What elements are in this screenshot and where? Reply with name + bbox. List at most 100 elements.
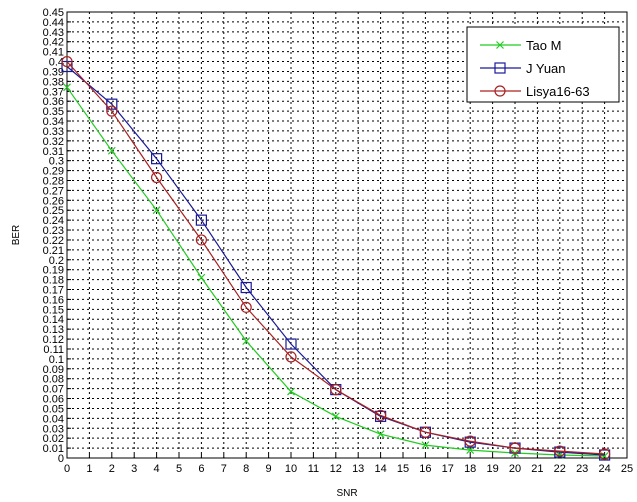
series-group — [61, 55, 611, 461]
x-tick-label: 7 — [221, 463, 227, 475]
y-tick-label: 0.2 — [49, 255, 64, 267]
x-tick-label: 21 — [531, 463, 543, 475]
y-tick-label: 0.44 — [43, 17, 64, 29]
y-tick-label: 0.22 — [43, 235, 64, 247]
y-tick-label: 0.09 — [43, 364, 64, 376]
x-tick-label: 22 — [554, 463, 566, 475]
data-point-marker-2 — [106, 105, 118, 117]
y-tick-label: 0.02 — [43, 433, 64, 445]
plot-frame — [66, 11, 628, 459]
data-point-marker-0 — [107, 146, 116, 155]
data-point-marker-0 — [197, 273, 206, 282]
data-point-marker-1 — [195, 214, 207, 226]
y-tick-label: 0.19 — [43, 265, 64, 277]
y-tick-label: 0.01 — [43, 443, 64, 455]
y-tick-label: 0.34 — [43, 116, 64, 128]
legend-label-0: Tao M — [526, 38, 561, 53]
data-point-marker-2 — [61, 55, 73, 68]
y-tick-label: 0.24 — [43, 215, 64, 227]
x-tick-label: 10 — [285, 463, 297, 475]
data-point-marker-2 — [195, 234, 207, 246]
y-tick-label: 0.14 — [43, 314, 64, 326]
x-tick-label: 5 — [176, 463, 182, 475]
x-tick-label: 8 — [243, 463, 249, 475]
data-point-marker-2 — [554, 445, 566, 457]
x-tick-label: 9 — [266, 463, 272, 475]
y-tick-label: 0.23 — [43, 225, 64, 237]
x-tick-label: 6 — [198, 463, 204, 475]
data-point-marker-0 — [331, 412, 340, 421]
y-axis-ticks: 00.010.020.030.040.050.060.070.080.090.1… — [43, 7, 71, 465]
x-tick-label: 2 — [109, 463, 115, 475]
y-tick-label: 0.25 — [43, 205, 64, 217]
y-tick-label: 0.3 — [49, 156, 64, 168]
y-tick-label: 0.18 — [43, 275, 64, 287]
y-tick-label: 0.05 — [43, 403, 64, 415]
data-point-marker-0 — [242, 337, 251, 345]
data-point-marker-2 — [598, 448, 611, 460]
x-axis-ticks: 0 1 2 3 4 5 6 7 8 9 10 11 12 13 14 15 16 17 18 19 20 21 22 23 24… — [64, 454, 633, 475]
legend-marker-0 — [496, 41, 504, 49]
y-tick-label: 0.03 — [43, 423, 64, 435]
y-tick-label: 0 — [58, 453, 64, 465]
y-tick-label: 0.35 — [43, 106, 64, 118]
data-point-marker-0 — [152, 206, 161, 215]
legend-label-1: J Yuan — [526, 61, 566, 76]
x-tick-label: 16 — [419, 463, 431, 475]
x-tick-label: 4 — [154, 463, 160, 475]
x-tick-label: 3 — [131, 463, 137, 475]
x-tick-label: 14 — [374, 463, 386, 475]
legend-box — [466, 26, 620, 103]
y-tick-label: 0.41 — [43, 47, 64, 59]
y-tick-label: 0.42 — [43, 37, 64, 49]
y-tick-label: 0.36 — [43, 96, 64, 108]
y-tick-label: 0.38 — [43, 76, 64, 88]
data-point-marker-2 — [285, 351, 297, 363]
y-tick-label: 0.1 — [49, 354, 64, 366]
data-point-marker-1 — [240, 281, 252, 294]
y-tick-label: 0.32 — [43, 136, 64, 148]
data-point-marker-2 — [419, 426, 431, 438]
y-tick-label: 0.4 — [49, 57, 64, 69]
x-tick-label: 18 — [464, 463, 476, 475]
x-tick-label: 24 — [598, 463, 610, 475]
x-tick-label: 1 — [86, 463, 92, 475]
x-tick-label: 13 — [352, 463, 364, 475]
legend-label-2: Lisya16-63 — [526, 84, 590, 99]
y-tick-label: 0.37 — [43, 86, 64, 98]
data-point-marker-2 — [464, 435, 476, 447]
y-tick-label: 0.07 — [43, 384, 64, 396]
data-point-marker-1 — [285, 338, 297, 350]
data-point-marker-0 — [287, 387, 295, 396]
data-point-marker-0 — [63, 83, 71, 92]
y-tick-label: 0.21 — [43, 245, 64, 257]
y-tick-label: 0.11 — [43, 344, 64, 356]
y-tick-label: 0.08 — [43, 374, 64, 386]
x-tick-label: 19 — [486, 463, 498, 475]
y-axis-label: BER — [11, 225, 22, 246]
y-tick-label: 0.16 — [43, 294, 64, 306]
y-tick-label: 0.26 — [43, 195, 64, 207]
x-tick-label: 0 — [64, 463, 70, 475]
data-point-marker-0 — [376, 430, 385, 439]
data-point-marker-2 — [330, 384, 342, 396]
legend: Tao M J Yuan Lisya16-63 — [466, 26, 620, 103]
y-tick-label: 0.17 — [43, 285, 64, 297]
y-tick-label: 0.27 — [43, 185, 64, 197]
y-tick-label: 0.43 — [43, 27, 64, 39]
data-point-marker-2 — [509, 442, 521, 454]
x-tick-label: 15 — [397, 463, 409, 475]
y-tick-label: 0.29 — [43, 166, 64, 178]
legend-items: Tao M J Yuan Lisya16-63 — [480, 38, 590, 99]
x-tick-label: 12 — [330, 463, 342, 475]
x-tick-label: 17 — [442, 463, 454, 475]
x-tick-label: 20 — [509, 463, 521, 475]
x-tick-label: 23 — [576, 463, 588, 475]
y-tick-label: 0.39 — [43, 66, 64, 78]
data-point-marker-2 — [240, 301, 252, 313]
data-point-marker-0 — [421, 441, 430, 450]
y-tick-label: 0.12 — [43, 334, 64, 346]
y-tick-label: 0.06 — [43, 394, 64, 406]
y-tick-label: 0.45 — [43, 7, 64, 19]
